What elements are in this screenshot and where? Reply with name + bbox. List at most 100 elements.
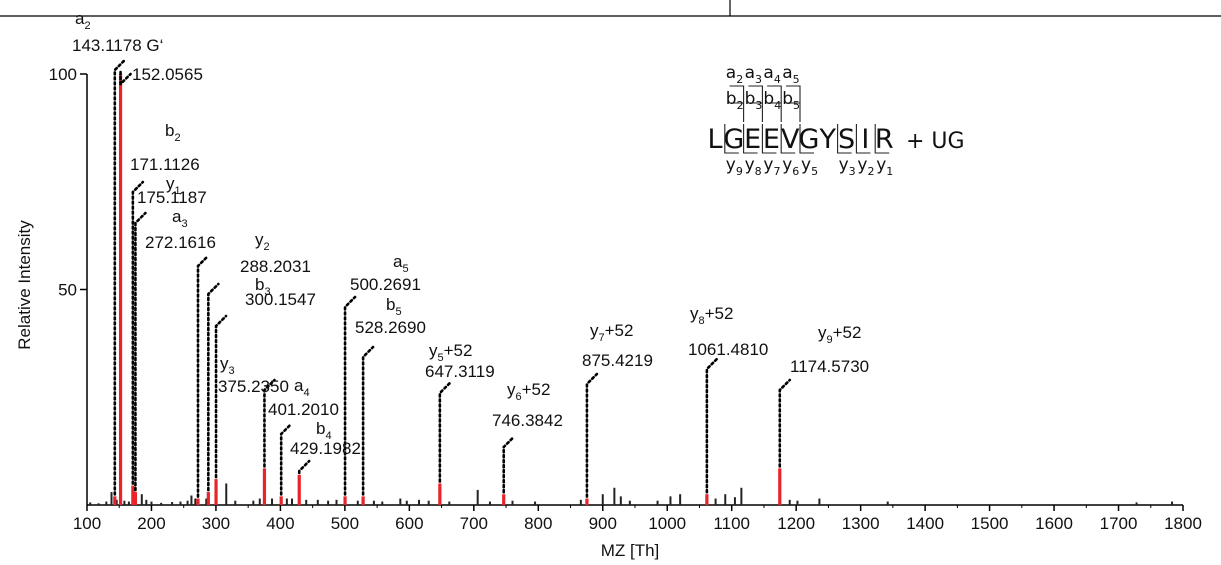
x-tick-label-500: 500: [331, 514, 359, 533]
ion-label-b4: b4: [316, 419, 332, 442]
unassigned-peak-1202: [796, 500, 799, 505]
y-bracket-4: [799, 124, 814, 154]
mz-label-171.1126: 171.1126: [130, 155, 200, 174]
map-y3: y3: [839, 155, 856, 178]
unassigned-peak-662: [448, 501, 451, 505]
unassigned-peak-1190: [788, 499, 791, 505]
y-bracket-0: [724, 124, 739, 154]
leader-175.1187: [134, 211, 147, 492]
y-axis: 50 100: [49, 65, 88, 505]
leader-152.0565: [119, 70, 132, 88]
map-a4: a4: [763, 63, 780, 86]
leader-401.201: [279, 422, 293, 496]
y-bracket-8: [874, 124, 890, 154]
unassigned-peak-725: [488, 501, 491, 505]
leader-1174.573: [778, 378, 792, 468]
unassigned-peak-866: [579, 499, 582, 505]
residue-5-V: V: [781, 124, 800, 155]
unassigned-peak-185: [140, 494, 143, 505]
unassigned-peak-985: [656, 500, 659, 505]
unassigned-peak-192: [145, 499, 148, 505]
unassigned-peak-474: [327, 500, 330, 505]
residue-10-R: R: [875, 124, 894, 155]
plot-frame: [0, 0, 1221, 17]
leader-288.2031: [207, 282, 220, 492]
map-a2: a2: [726, 63, 743, 86]
x-tick-label-1300: 1300: [842, 514, 880, 533]
spectrum-peaks: [89, 74, 1174, 505]
leader-528.269: [361, 345, 375, 496]
mz-label-300.1547: 300.1547: [245, 290, 316, 309]
ion-label-y5-plus52: y5+52: [429, 341, 472, 364]
unassigned-peak-165: [127, 501, 130, 505]
leader-300.1547: [214, 314, 228, 479]
map-y8: y8: [745, 155, 762, 178]
unassigned-peak-918: [613, 487, 616, 505]
y-bracket-6: [837, 124, 852, 154]
mz-label-143.1178: 143.1178 G‘: [72, 36, 163, 55]
mz-label-647.3119: 647.3119: [425, 362, 495, 381]
assigned-peak-375.235: [262, 468, 267, 505]
map-y1: y1: [876, 155, 893, 178]
ion-label-y7-plus52: y7+52: [590, 321, 633, 344]
map-a3: a3: [745, 63, 762, 86]
unassigned-peak-1783: [1171, 501, 1174, 505]
assigned-peak-175.1187: [133, 492, 138, 505]
x-tick-label-1700: 1700: [1100, 514, 1138, 533]
leader-143.1178: [113, 58, 127, 496]
unassigned-peak-285: [205, 498, 208, 505]
unassigned-peak-387: [271, 498, 274, 505]
unassigned-peak-105: [89, 502, 92, 505]
assigned-peak-300.1547: [214, 479, 218, 505]
leader-375.235: [263, 378, 276, 468]
unassigned-peak-118: [97, 503, 100, 505]
a-bracket-3: [767, 85, 782, 103]
x-tick-label-1000: 1000: [648, 514, 686, 533]
x-tick-label-400: 400: [266, 514, 294, 533]
leader-1061.481: [705, 357, 719, 494]
ion-label-a5: a5: [393, 252, 409, 275]
x-tick-label-600: 600: [395, 514, 423, 533]
unassigned-peak-458: [316, 499, 319, 505]
mz-label-288.2031: 288.2031: [240, 257, 311, 276]
map-b4: b4: [763, 89, 781, 112]
modification-label: + UG: [906, 129, 965, 154]
a-bracket-4: [786, 85, 801, 103]
mz-label-401.201: 401.2010: [268, 400, 339, 419]
unassigned-peak-358: [252, 500, 255, 505]
unassigned-peak-1728: [1135, 502, 1138, 505]
unassigned-peak-558: [381, 501, 384, 505]
residue-9-I: I: [861, 124, 869, 155]
unassigned-peak-130: [105, 501, 108, 505]
mz-label-375.235: 375.2350: [218, 377, 289, 396]
mz-label-152.0565: 152.0565: [132, 65, 203, 84]
leader-429.1982: [297, 459, 311, 475]
y-bracket-7: [855, 124, 871, 154]
assigned-peak-152.0565: [118, 74, 123, 505]
residue-2-G: G: [723, 124, 744, 155]
unassigned-peak-316: [225, 483, 228, 505]
unassigned-peak-1105: [733, 497, 736, 505]
residue-7-Y: Y: [819, 124, 837, 155]
unassigned-peak-410: [285, 498, 288, 505]
assigned-peak-1174.573: [778, 468, 782, 505]
assigned-peak-1061.481: [705, 494, 709, 505]
x-tick-label-1500: 1500: [971, 514, 1009, 533]
ion-label-y1: y1: [166, 174, 181, 197]
x-tick-label-1800: 1800: [1164, 514, 1202, 533]
map-y7: y7: [763, 155, 780, 178]
assigned-peak-500.2691: [343, 496, 347, 505]
x-tick-label-900: 900: [589, 514, 617, 533]
x-tick-label-1100: 1100: [713, 514, 750, 533]
x-axis: 100 200 300 400 500 600 700 800 900 1000 1100 1200 1…: [73, 504, 1202, 533]
map-y9: y9: [726, 155, 743, 178]
assigned-peak-272.1616: [196, 498, 200, 505]
y-axis-label: Relative Intensity: [15, 220, 34, 350]
map-b2: b2: [726, 89, 744, 112]
unassigned-peak-440: [305, 499, 308, 505]
ion-label-a2: a2: [75, 9, 91, 32]
unassigned-peak-418: [291, 498, 294, 505]
x-axis-label: MZ [Th]: [601, 541, 660, 560]
y-bracket-1: [743, 124, 758, 154]
leader-647.3119: [438, 381, 452, 483]
